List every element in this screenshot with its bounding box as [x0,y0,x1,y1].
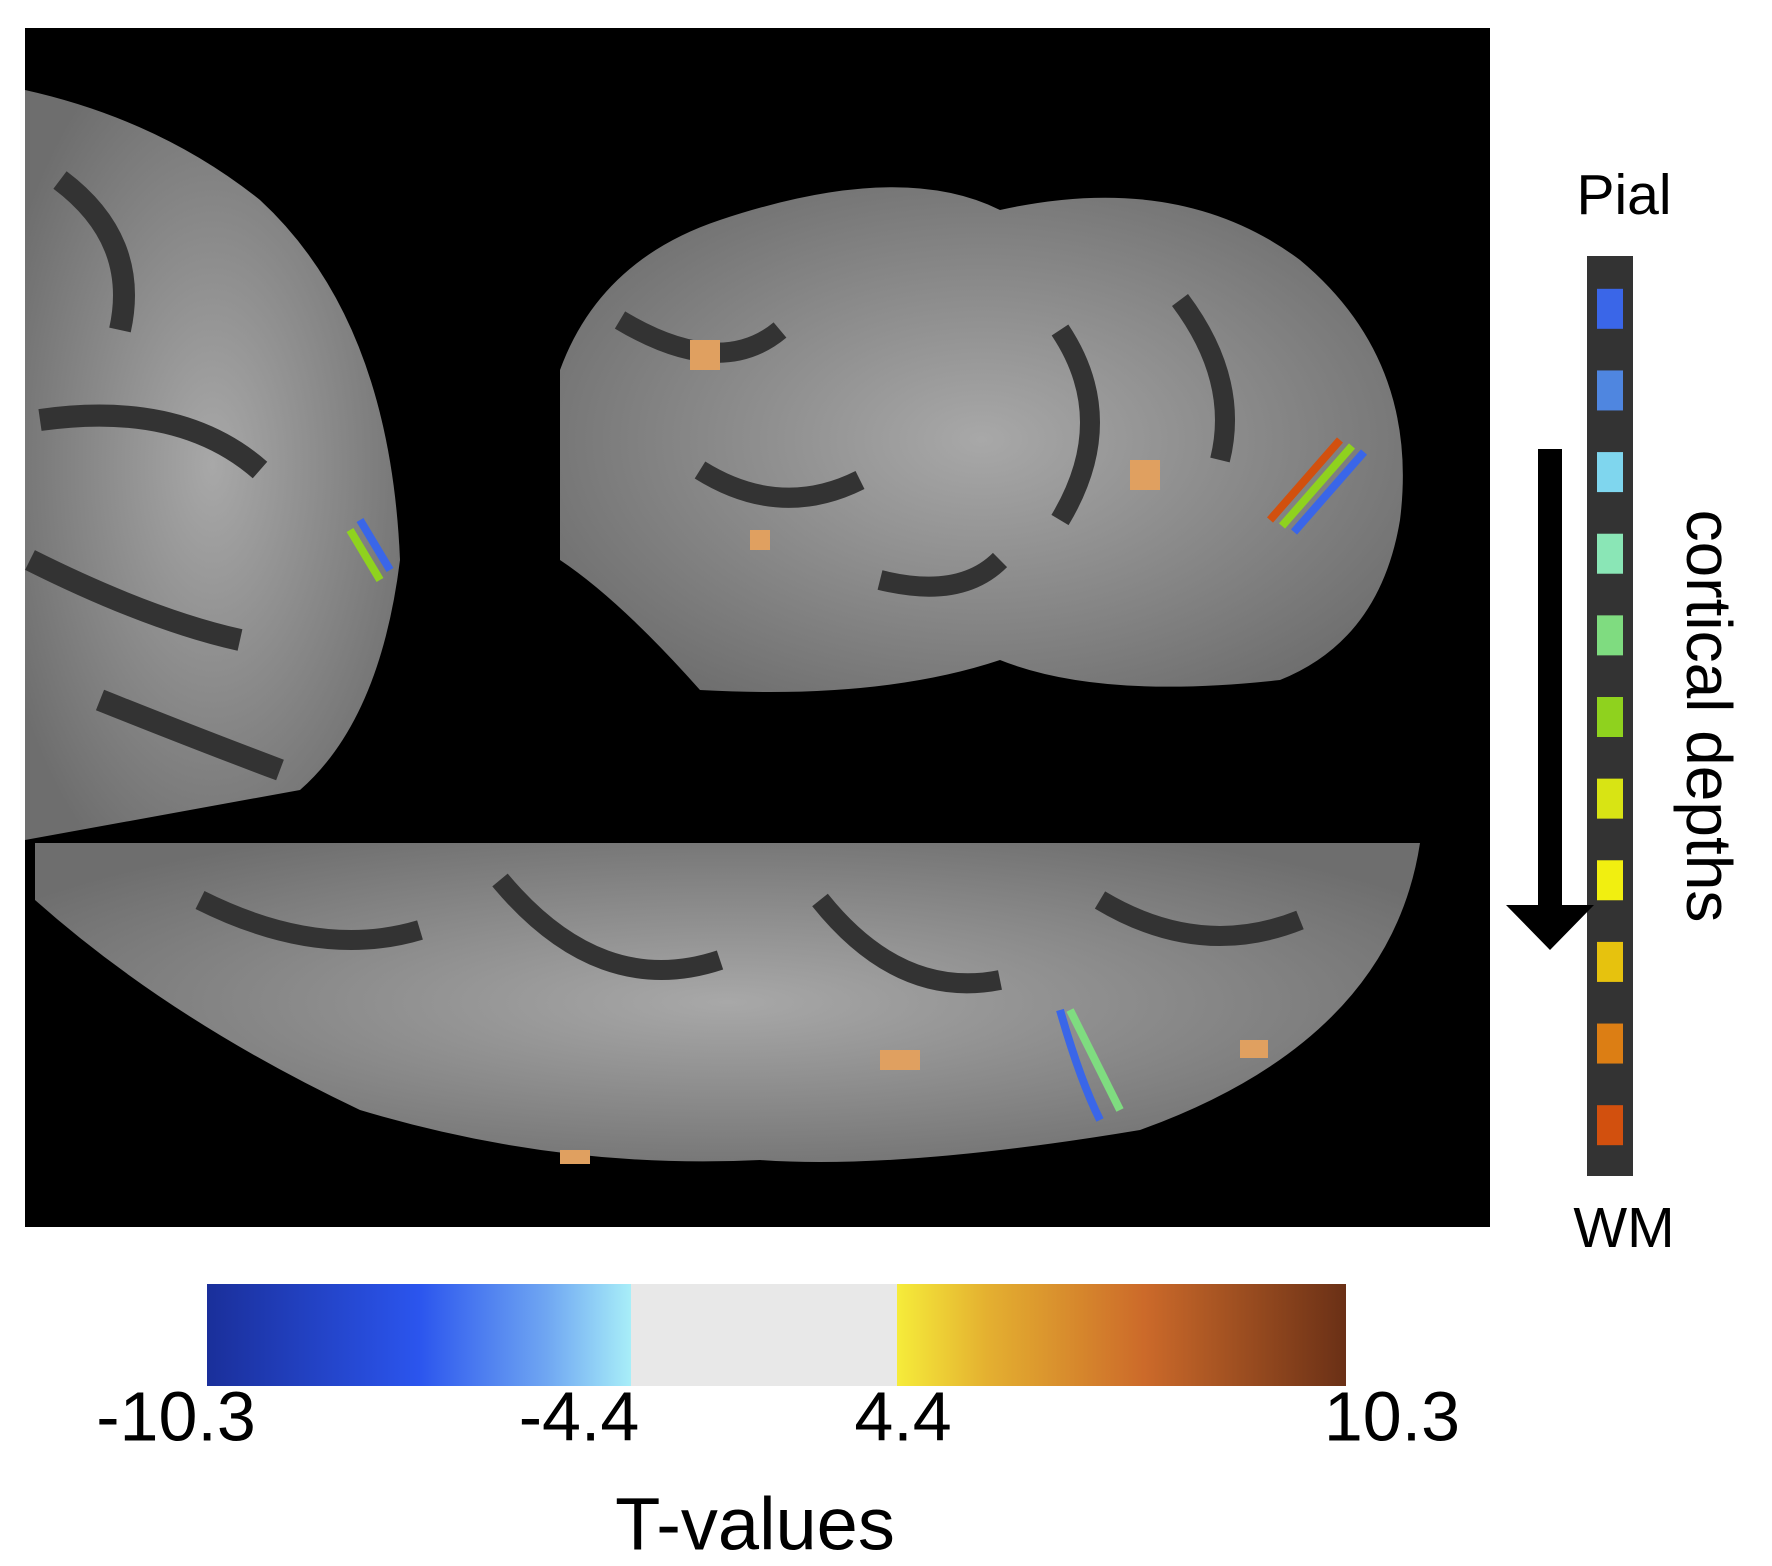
depth-swatch [1597,1105,1623,1146]
colorbar-tick: 10.3 [1324,1377,1460,1455]
depth-swatch [1597,288,1623,329]
colorbar-tick: -4.4 [519,1377,640,1455]
colorbar-tick: 4.4 [854,1377,951,1455]
depth-swatch [1597,941,1623,982]
depth-swatch [1597,697,1623,737]
depth-swatch [1597,778,1623,819]
mri-panel [25,28,1490,1227]
wm-label: WM [1573,1196,1674,1260]
colorbar-label: T-values [615,1483,895,1561]
colorbar [207,1284,1346,1386]
depth-swatch [1597,1023,1623,1064]
depth-swatch [1597,860,1623,901]
depth-arrow [1506,449,1594,950]
pial-label: Pial [1576,163,1671,227]
depth-swatch [1597,615,1623,656]
depth-axis-label: cortical depths [1673,510,1745,923]
depth-swatch [1597,533,1623,574]
colorbar-tick: -10.3 [96,1377,256,1455]
depth-swatch [1597,452,1623,493]
depth-swatch [1597,370,1623,411]
depth-swatches [1597,288,1623,1146]
